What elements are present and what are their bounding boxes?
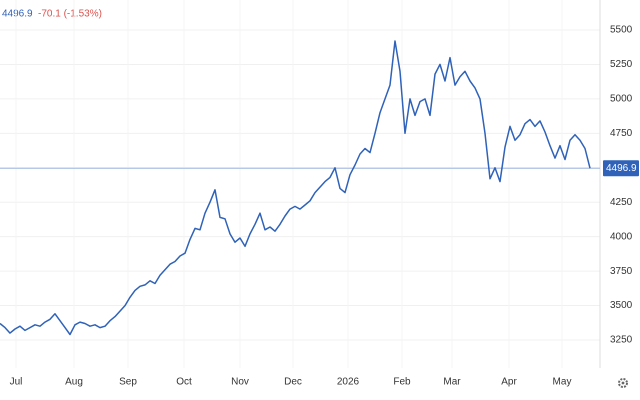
gear[interactable] bbox=[618, 378, 628, 388]
y-tick-label: 4250 bbox=[610, 197, 633, 208]
x-tick-label: Feb bbox=[393, 377, 411, 388]
header-last: 4496.9 bbox=[2, 9, 33, 20]
x-tick-label: Nov bbox=[231, 377, 249, 388]
x-tick-label: Sep bbox=[119, 377, 137, 388]
x-tick-label: Aug bbox=[65, 377, 83, 388]
y-tick-label: 3750 bbox=[610, 266, 633, 277]
x-tick-label: Jul bbox=[10, 377, 23, 388]
y-tick-label: 3250 bbox=[610, 335, 633, 346]
settings-icon[interactable] bbox=[618, 378, 628, 388]
last-price-label: 4496.9 bbox=[606, 163, 637, 174]
y-tick-label: 5000 bbox=[610, 94, 633, 105]
gear-center[interactable] bbox=[621, 381, 625, 385]
y-tick-label: 5250 bbox=[610, 59, 633, 70]
x-tick-label: May bbox=[553, 377, 572, 388]
x-tick-label: Mar bbox=[443, 377, 461, 388]
y-tick-label: 3500 bbox=[610, 300, 633, 311]
last-price-box bbox=[603, 160, 639, 177]
y-tick-label: 4000 bbox=[610, 231, 633, 242]
y-tick-label: 5500 bbox=[610, 25, 633, 36]
x-tick-label: Dec bbox=[284, 377, 302, 388]
x-tick-label: Oct bbox=[176, 377, 192, 388]
y-tick-label: 4750 bbox=[610, 128, 633, 139]
price-line bbox=[0, 40, 591, 336]
x-tick-label: 2026 bbox=[337, 377, 360, 388]
header-change: -70.1 (-1.53%) bbox=[38, 9, 102, 20]
x-tick-label: Apr bbox=[501, 377, 517, 388]
